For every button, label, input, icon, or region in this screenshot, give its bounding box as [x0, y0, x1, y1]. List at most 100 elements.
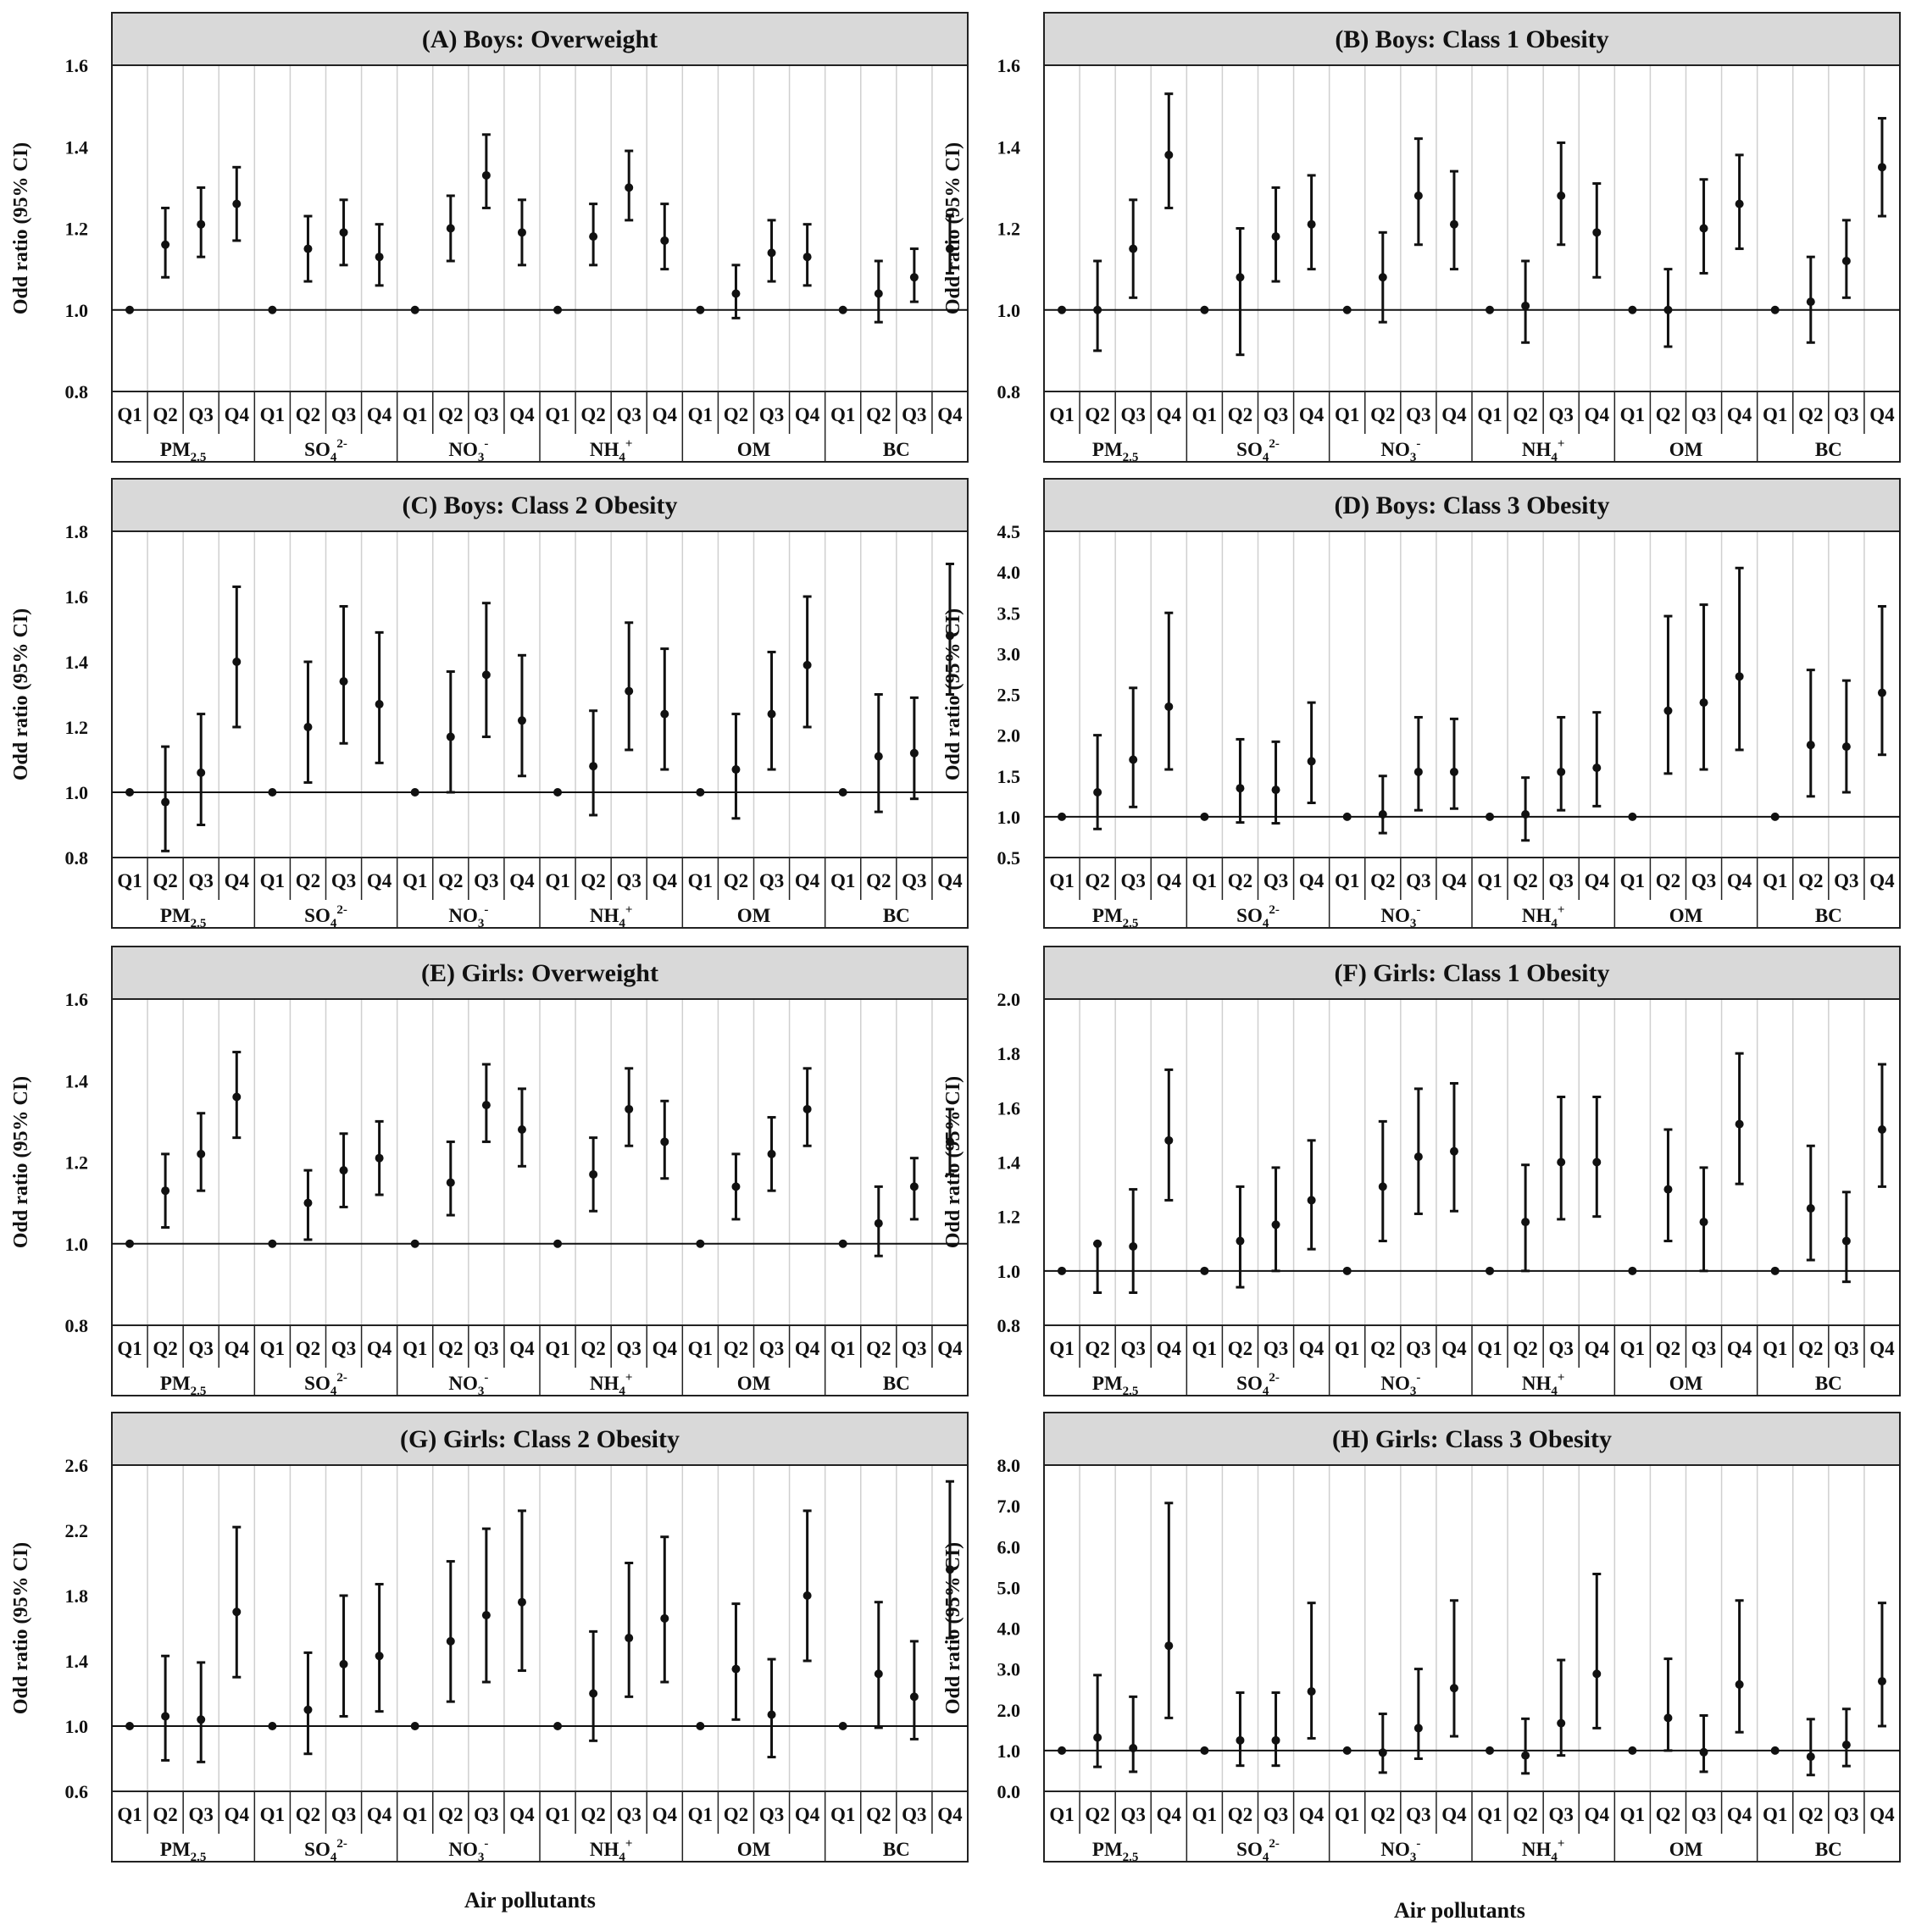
pollutant-group-label: NH4+ — [1522, 437, 1565, 464]
quartile-label: Q1 — [403, 1804, 427, 1825]
odds-ratio-point — [1413, 767, 1423, 776]
quartile-label: Q1 — [117, 404, 142, 425]
odds-ratio-point — [1413, 192, 1423, 200]
chart-svg: (C) Boys: Class 2 Obesity 0.8 1.0 1.2 1.4 1.6… — [10, 478, 969, 930]
odds-ratio-point — [161, 1186, 170, 1196]
y-tick-label: 0.8 — [997, 381, 1021, 402]
y-tick-label: 0.0 — [997, 1781, 1021, 1802]
pollutant-group-label: NH4+ — [1522, 1837, 1565, 1864]
odds-ratio-point — [1628, 305, 1637, 314]
quartile-label: Q2 — [866, 404, 891, 425]
odds-ratio-point — [446, 224, 455, 233]
odds-ratio-point — [446, 732, 455, 741]
odds-ratio-point — [1342, 305, 1352, 314]
pollutant-group-label: OM — [1669, 905, 1703, 926]
quartile-label: Q2 — [1798, 1804, 1823, 1825]
pollutant-group-label: NH4+ — [1522, 903, 1565, 930]
odds-ratio-point — [1592, 1669, 1602, 1679]
quartile-label: Q1 — [1049, 870, 1074, 891]
odds-ratio-point — [410, 1722, 419, 1730]
quartile-label: Q3 — [1834, 404, 1858, 425]
pollutant-group-label: PM2.5 — [1092, 905, 1139, 930]
y-tick-label: 5.0 — [997, 1577, 1021, 1598]
odds-ratio-point — [1129, 1241, 1138, 1251]
odds-ratio-point — [1841, 257, 1851, 265]
quartile-label: Q3 — [759, 1804, 784, 1825]
y-tick-label: 1.2 — [65, 1152, 89, 1174]
odds-ratio-point — [1413, 1152, 1423, 1162]
y-axis-label: Odd ratio (95% CI) — [10, 1542, 32, 1714]
quartile-label: Q1 — [1477, 870, 1502, 891]
quartile-label: Q2 — [1798, 1338, 1823, 1359]
pollutant-group-label: NH4+ — [1522, 1371, 1565, 1398]
y-tick-label: 0.6 — [65, 1781, 89, 1802]
odds-ratio-point — [802, 1104, 812, 1113]
odds-ratio-point — [1628, 1746, 1637, 1755]
quartile-label: Q4 — [653, 870, 678, 891]
y-tick-label: 0.8 — [65, 1315, 89, 1336]
quartile-label: Q4 — [1869, 404, 1895, 425]
y-tick-label: 1.6 — [65, 55, 89, 76]
panel-e-girls-overweight: (E) Girls: Overweight 0.8 1.0 1.2 1.4 1.6 Odd … — [0, 942, 975, 1413]
pollutant-group-label: NH4+ — [590, 1837, 633, 1864]
pollutant-group-label: SO42- — [1236, 1371, 1280, 1398]
odds-ratio-point — [945, 631, 954, 641]
quartile-label: Q1 — [830, 404, 855, 425]
odds-ratio-point — [197, 1715, 206, 1724]
quartile-label: Q4 — [1585, 870, 1610, 891]
odds-ratio-point — [1557, 1718, 1566, 1728]
odds-ratio-point — [268, 1239, 277, 1248]
odds-ratio-point — [838, 1239, 847, 1248]
odds-ratio-point — [767, 709, 776, 719]
chart-svg: (B) Boys: Class 1 Obesity 0.8 1.0 1.2 1.4 1.6… — [942, 12, 1901, 464]
panel-title: (H) Girls: Class 3 Obesity — [1332, 1425, 1612, 1453]
pollutant-group-label: NO3- — [1380, 1837, 1420, 1864]
odds-ratio-point — [125, 1239, 135, 1248]
odds-ratio-point — [481, 1101, 491, 1110]
quartile-label: Q1 — [545, 404, 569, 425]
pollutant-group-label: OM — [1669, 1839, 1703, 1860]
quartile-label: Q1 — [260, 870, 285, 891]
quartile-label: Q2 — [438, 1804, 463, 1825]
panel-title: (A) Boys: Overweight — [422, 25, 658, 53]
quartile-label: Q4 — [1441, 1338, 1467, 1359]
odds-ratio-point — [625, 686, 634, 696]
odds-ratio-point — [1378, 1182, 1387, 1191]
quartile-label: Q1 — [1335, 1338, 1359, 1359]
odds-ratio-point — [481, 1611, 491, 1620]
odds-ratio-point — [481, 670, 491, 680]
odds-ratio-point — [1841, 1236, 1851, 1246]
odds-ratio-point — [303, 1705, 313, 1714]
y-tick-label: 1.8 — [65, 1585, 89, 1607]
panel-title-bar — [1043, 12, 1901, 66]
quartile-label: Q2 — [1513, 870, 1537, 891]
pollutant-group-label: OM — [1669, 439, 1703, 460]
pollutant-group-label: BC — [1815, 1373, 1842, 1394]
quartile-label: Q1 — [117, 1338, 142, 1359]
quartile-label: Q1 — [1049, 404, 1074, 425]
quartile-label: Q2 — [1656, 1804, 1680, 1825]
quartile-label: Q2 — [296, 1804, 320, 1825]
odds-ratio-point — [1342, 1266, 1352, 1275]
y-tick-label: 1.5 — [997, 766, 1021, 787]
odds-ratio-point — [197, 219, 206, 229]
y-tick-label: 1.0 — [997, 1261, 1021, 1282]
odds-ratio-point — [1200, 305, 1209, 314]
quartile-label: Q1 — [1192, 870, 1217, 891]
pollutant-group-label: OM — [737, 439, 771, 460]
panel-title-bar — [111, 1412, 969, 1466]
quartile-label: Q1 — [1620, 1338, 1645, 1359]
odds-ratio-point — [481, 170, 491, 180]
panel-c-boys-class2-obesity: (C) Boys: Class 2 Obesity 0.8 1.0 1.2 1.4 1.6… — [0, 475, 975, 945]
quartile-label: Q4 — [1299, 404, 1325, 425]
quartile-label: Q3 — [617, 1804, 641, 1825]
odds-ratio-point — [1164, 150, 1174, 159]
quartile-label: Q4 — [653, 1338, 678, 1359]
odds-ratio-point — [1271, 232, 1280, 242]
y-tick-label: 0.8 — [65, 847, 89, 869]
quartile-label: Q1 — [1620, 404, 1645, 425]
pollutant-group-label: BC — [883, 439, 910, 460]
odds-ratio-point — [1058, 812, 1067, 821]
odds-ratio-point — [909, 748, 919, 758]
